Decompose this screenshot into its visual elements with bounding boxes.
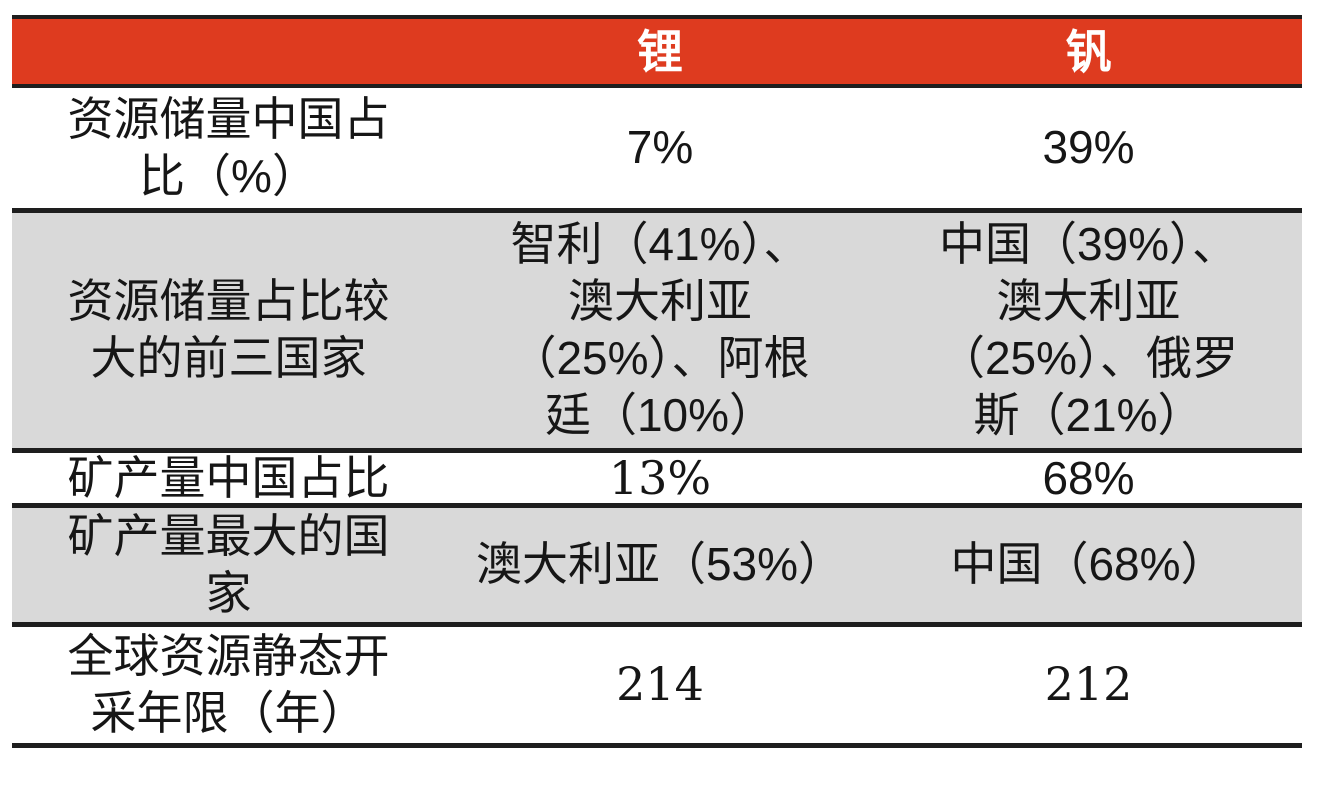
row-label-cell: 资源储量中国占 比（%） [67,92,390,202]
table-row-largest-producer: 矿产量最大的国 家 澳大利亚（53%） 中国（68%） [12,505,1302,624]
row-label-cell: 矿产量中国占比 [67,451,390,504]
row-label-cell: 全球资源静态开 采年限（年） [67,629,390,739]
row-label-cell: 资源储量占比较 大的前三国家 [67,275,390,384]
table-row-production-china-share: 矿产量中国占比 13% 68% [12,450,1302,505]
lithium-value-cell: 13% [608,450,712,505]
vanadium-value-cell: 39% [1042,121,1135,174]
lithium-value-cell: 智利（41%）、 澳大利亚 （25%）、阿根 廷（10%） [510,218,810,441]
vanadium-value-cell: 中国（68%） [950,538,1227,590]
vanadium-value-cell: 68% [1042,451,1135,504]
vanadium-value-cell: 中国（39%）、 澳大利亚 （25%）、俄罗 斯（21%） [938,218,1239,441]
header-vanadium-cell: 钒 [1065,25,1112,78]
lithium-value-cell: 澳大利亚（53%） [475,538,845,590]
table-row-top3-reserve-countries: 资源储量占比较 大的前三国家 智利（41%）、 澳大利亚 （25%）、阿根 廷（… [12,210,1302,450]
lithium-value-cell: 214 [616,657,704,711]
lithium-vanadium-comparison-table: 锂 钒 资源储量中国占 比（%） 7% 39% 资源储量占比较 大的前三国家 智… [12,15,1302,748]
table-row-static-mining-years: 全球资源静态开 采年限（年） 214 212 [12,624,1302,745]
table-row-reserve-china-share: 资源储量中国占 比（%） 7% 39% [12,86,1302,210]
header-row: 锂 钒 [12,17,1302,86]
header-lithium-cell: 锂 [637,25,683,78]
header-blank-cell [12,17,445,86]
lithium-value-cell: 7% [626,121,694,174]
row-label-cell: 矿产量最大的国 家 [67,509,390,619]
vanadium-value-cell: 212 [1044,657,1133,711]
